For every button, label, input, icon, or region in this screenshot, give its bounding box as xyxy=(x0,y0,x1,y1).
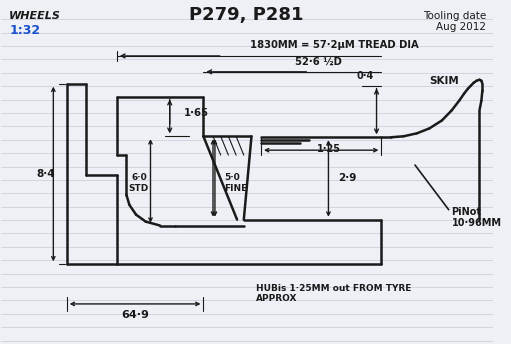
Text: 2·9: 2·9 xyxy=(338,173,357,183)
Text: HUBis 1·25MM out FROM TYRE
APPROX: HUBis 1·25MM out FROM TYRE APPROX xyxy=(257,284,412,303)
Text: 64·9: 64·9 xyxy=(121,310,149,320)
Text: WHEELS: WHEELS xyxy=(9,11,61,21)
Text: Tooling date: Tooling date xyxy=(423,11,486,21)
Text: 1830MM = 57·2μM TREAD DIA: 1830MM = 57·2μM TREAD DIA xyxy=(249,40,419,50)
Text: 5·0
FINE: 5·0 FINE xyxy=(224,173,248,193)
Text: Aug 2012: Aug 2012 xyxy=(436,22,486,32)
Text: 52·6 ½D: 52·6 ½D xyxy=(295,57,342,67)
Text: P279, P281: P279, P281 xyxy=(190,6,304,24)
Text: 1·65: 1·65 xyxy=(184,108,209,118)
Text: SKIM: SKIM xyxy=(429,76,459,86)
Text: 8·4: 8·4 xyxy=(36,169,55,179)
Text: PiNot
10·96MM: PiNot 10·96MM xyxy=(452,207,502,228)
Text: 1:32: 1:32 xyxy=(9,24,40,37)
Text: 1·25: 1·25 xyxy=(317,144,341,154)
Text: 0·4: 0·4 xyxy=(356,71,374,81)
Text: 6·0
STD: 6·0 STD xyxy=(129,173,149,193)
